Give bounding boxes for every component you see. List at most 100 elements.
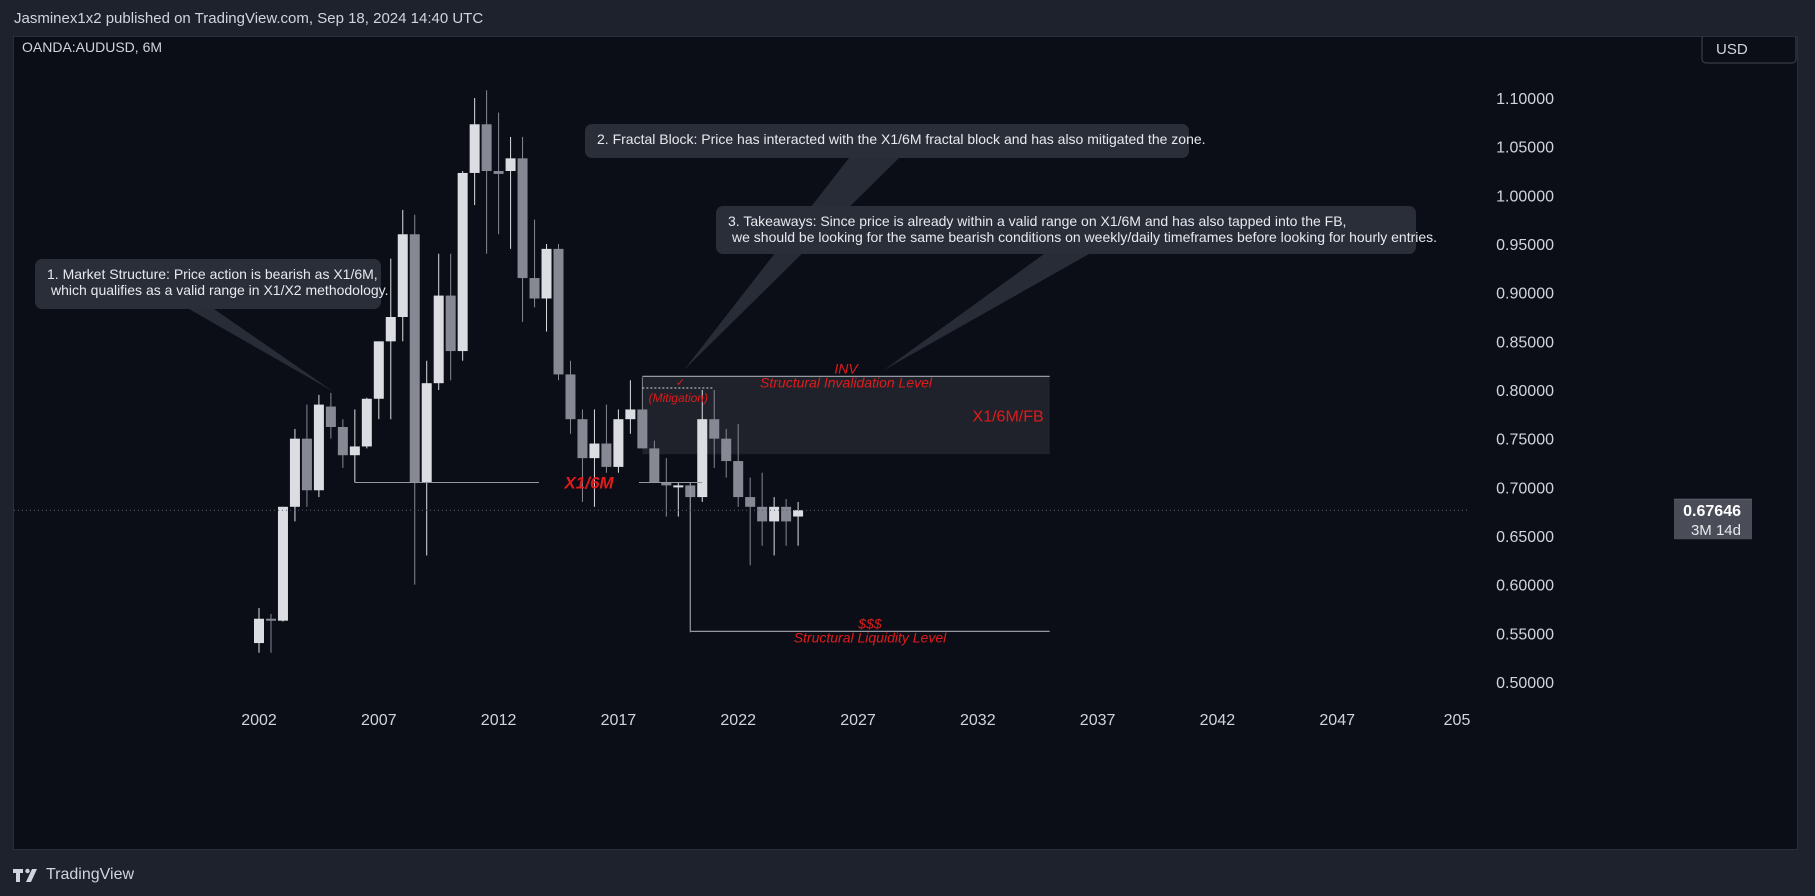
- candle: [793, 501, 804, 546]
- candle: [709, 390, 720, 468]
- candle-body: [445, 295, 456, 352]
- candle-body: [349, 446, 360, 456]
- candle: [481, 90, 492, 254]
- candle: [301, 404, 312, 507]
- candle: [601, 404, 612, 473]
- y-tick-label: 1.00000: [1496, 188, 1554, 205]
- candle: [433, 253, 444, 390]
- candle-body: [373, 341, 384, 399]
- candle-body: [469, 124, 480, 173]
- candle: [781, 499, 792, 546]
- y-tick-label: 0.60000: [1496, 578, 1554, 595]
- candle-body: [661, 482, 672, 486]
- candle-body: [673, 485, 684, 488]
- candle-body: [565, 374, 576, 420]
- candle: [493, 112, 504, 235]
- candle-body: [721, 438, 732, 462]
- candle: [373, 341, 384, 420]
- candle-body: [529, 278, 540, 299]
- x-tick-label: 205: [1444, 712, 1471, 729]
- candle: [385, 258, 396, 420]
- candle-body: [361, 398, 372, 447]
- candle-body: [577, 419, 588, 459]
- candle: [697, 390, 708, 502]
- callout-pointer: [684, 158, 899, 370]
- candle-body: [709, 419, 720, 439]
- candle-body: [313, 404, 324, 491]
- zone-label: X1/6M/FB: [973, 408, 1044, 425]
- candle-body: [637, 409, 648, 449]
- level-bottom-label: Structural Liquidity Level: [794, 629, 947, 645]
- x-tick-label: 2047: [1319, 712, 1355, 729]
- candle: [469, 98, 480, 206]
- candle-body: [589, 443, 600, 459]
- last-price-text: 0.67646: [1683, 503, 1741, 520]
- candle-body: [397, 234, 408, 317]
- zone-layer: X1/6M/FB: [642, 376, 1050, 455]
- y-tick-label: 0.80000: [1496, 383, 1554, 400]
- last-price-bg: [1674, 499, 1752, 540]
- callout-box: [716, 206, 1416, 254]
- candle-body: [254, 618, 264, 644]
- mitigation-check: ✓: [676, 377, 685, 389]
- axes-layer: 1.10000 1.05000 1.00000 0.95000 0.90000 0.850…: [14, 37, 1797, 729]
- annotation-callout-1: 1. Market Structure: Price action is bea…: [35, 259, 389, 392]
- candle-body: [745, 497, 756, 507]
- candle: [661, 458, 672, 517]
- candle: [637, 377, 648, 449]
- callout-box: [35, 259, 381, 309]
- candle: [313, 394, 324, 498]
- fractal-block-zone: [642, 376, 1050, 455]
- candle-body: [493, 171, 504, 174]
- candle: [277, 506, 288, 622]
- x-tick-label: 2042: [1200, 712, 1236, 729]
- candle-body: [649, 448, 660, 483]
- candle-body: [553, 248, 564, 375]
- x-tick-label: 2027: [840, 712, 876, 729]
- candle-body: [421, 383, 432, 483]
- candles-layer: [254, 90, 804, 653]
- tradingview-footer[interactable]: TradingView: [12, 864, 134, 886]
- candle-body: [541, 248, 552, 299]
- candle: [565, 360, 576, 434]
- annotation-callout-3: 3. Takeaways: Since price is already wit…: [716, 206, 1437, 370]
- candle-body: [409, 234, 420, 483]
- countdown-text: 3M 14d: [1691, 522, 1741, 539]
- candle: [397, 209, 408, 342]
- y-tick-label: 1.10000: [1496, 91, 1554, 108]
- candle-body: [613, 419, 624, 467]
- x-tick-label: 2002: [241, 712, 277, 729]
- candle-body: [697, 419, 708, 498]
- callout-text: 1. Market Structure: Price action is bea…: [47, 266, 378, 282]
- candle: [265, 613, 276, 653]
- candle: [409, 214, 420, 585]
- candle: [541, 244, 552, 332]
- y-tick-label: 0.65000: [1496, 529, 1554, 546]
- brand-label: TradingView: [46, 866, 135, 883]
- candle: [445, 253, 456, 381]
- callout-text: 2. Fractal Block: Price has interacted w…: [597, 131, 1206, 147]
- candle: [254, 608, 264, 653]
- callout-text: which qualifies as a valid range in X1/X…: [50, 282, 389, 298]
- last-price-tag: 0.67646 3M 14d: [1674, 499, 1752, 540]
- x-tick-label: 2017: [601, 712, 637, 729]
- candle-body: [757, 506, 768, 522]
- x-tick-label: 2032: [960, 712, 996, 729]
- y-tick-label: 0.75000: [1496, 432, 1554, 449]
- candle: [457, 171, 468, 361]
- candle: [733, 424, 744, 507]
- x-tick-label: 2007: [361, 712, 397, 729]
- candle: [325, 392, 336, 439]
- candle: [517, 136, 528, 322]
- candle-body: [265, 618, 276, 621]
- currency-button[interactable]: USD: [1701, 37, 1797, 64]
- annotations-layer: 1. Market Structure: Price action is bea…: [35, 124, 1437, 392]
- chart-panel[interactable]: X1/6M/FB INV Structural Invalidation Leve…: [13, 36, 1798, 850]
- y-tick-label: 0.90000: [1496, 286, 1554, 303]
- level-top-label: $$$: [857, 615, 882, 631]
- candle: [577, 409, 588, 502]
- y-tick-label: 0.50000: [1496, 675, 1554, 692]
